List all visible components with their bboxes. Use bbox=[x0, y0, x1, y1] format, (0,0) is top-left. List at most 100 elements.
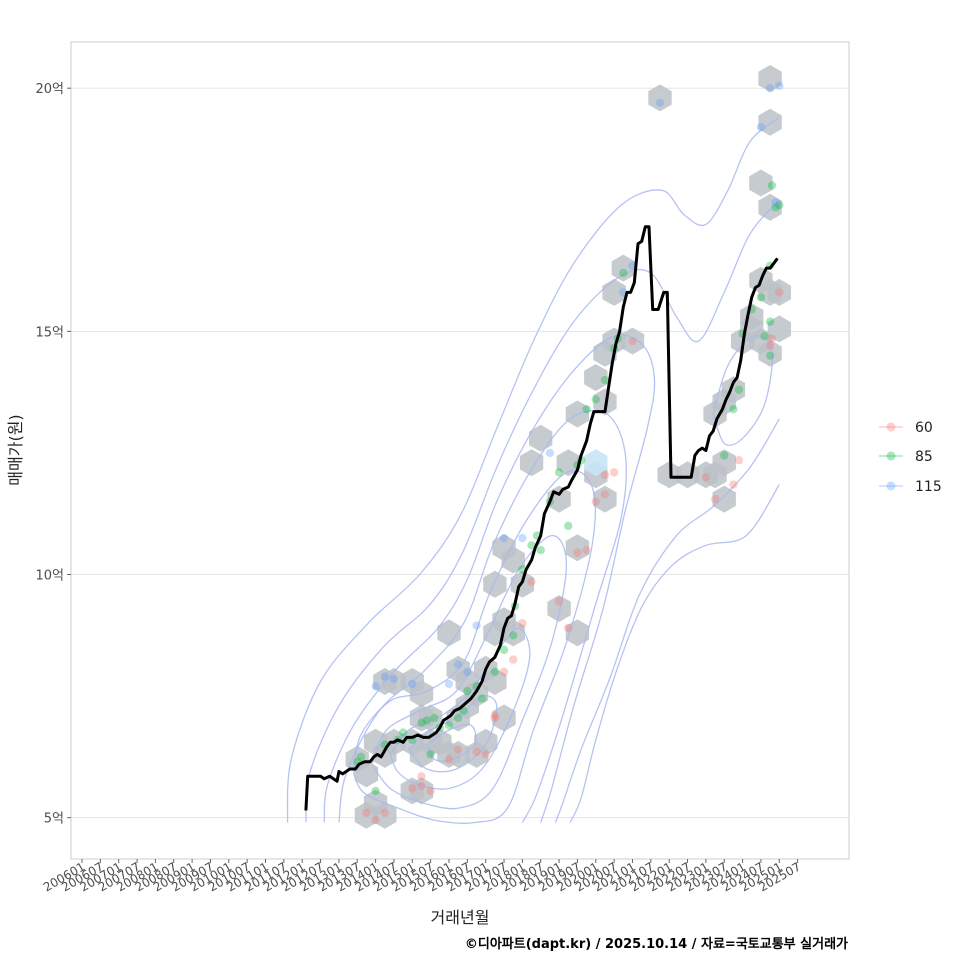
point-85 bbox=[536, 545, 545, 555]
point-85 bbox=[734, 385, 744, 394]
hexbin-cell bbox=[620, 327, 645, 355]
point-85 bbox=[720, 451, 729, 460]
point-85 bbox=[619, 268, 628, 278]
point-60 bbox=[729, 480, 738, 489]
hexbin-cell bbox=[758, 65, 782, 92]
hexbin-cell bbox=[547, 595, 571, 623]
point-85 bbox=[499, 645, 509, 655]
hexbin-cell bbox=[712, 485, 736, 513]
hexbin-cell bbox=[565, 534, 590, 562]
point-85 bbox=[463, 687, 472, 696]
point-85 bbox=[765, 351, 775, 360]
density-contour bbox=[554, 418, 780, 823]
legend-item-85: 85 bbox=[879, 449, 933, 465]
point-60 bbox=[380, 808, 389, 818]
caption: ©디아파트(dapt.kr) / 2025.10.14 / 자료=국토교통부 실… bbox=[465, 936, 848, 952]
point-115 bbox=[380, 672, 389, 681]
plot-panel-border bbox=[70, 41, 850, 860]
point-115 bbox=[371, 682, 380, 691]
hexbin-cell bbox=[354, 760, 379, 788]
point-60 bbox=[554, 597, 564, 606]
x-axis: 2006012006072007012007072008012008072009… bbox=[41, 859, 803, 895]
median-price-line bbox=[304, 225, 779, 811]
point-60 bbox=[609, 468, 619, 477]
point-85 bbox=[490, 667, 500, 676]
hexbin-cell bbox=[501, 546, 525, 574]
point-60 bbox=[767, 334, 777, 343]
point-85 bbox=[591, 395, 600, 404]
gridlines bbox=[71, 87, 849, 819]
point-115 bbox=[756, 122, 766, 132]
point-60 bbox=[701, 473, 711, 482]
legend-label-85: 85 bbox=[915, 449, 933, 465]
point-60 bbox=[444, 755, 454, 764]
point-115 bbox=[518, 533, 527, 543]
point-60 bbox=[499, 667, 509, 676]
point-60 bbox=[582, 545, 591, 555]
legend-item-115: 115 bbox=[879, 479, 942, 495]
hexbin-cell bbox=[437, 619, 461, 647]
hexbin-cell bbox=[519, 449, 544, 477]
legend-key-point-60 bbox=[886, 422, 896, 432]
point-85 bbox=[765, 317, 775, 326]
point-85 bbox=[453, 713, 463, 723]
hexbin-cell bbox=[602, 278, 626, 306]
point-115 bbox=[408, 679, 417, 689]
y-axis: 5억 10억 15억 20억 bbox=[35, 82, 71, 827]
hexbin-cell bbox=[712, 449, 736, 477]
point-85 bbox=[564, 521, 573, 531]
hexbin-cell bbox=[648, 84, 672, 112]
point-115 bbox=[463, 667, 472, 676]
point-60 bbox=[527, 577, 536, 587]
density-contour bbox=[426, 723, 477, 762]
density-contour bbox=[352, 469, 596, 824]
hexbin-cell bbox=[758, 193, 782, 221]
point-115 bbox=[655, 98, 665, 107]
density-contour bbox=[371, 534, 568, 810]
point-60 bbox=[518, 618, 527, 628]
point-115 bbox=[771, 198, 780, 207]
density-contour-layer bbox=[286, 116, 780, 824]
point-60 bbox=[710, 494, 720, 504]
hexbin-cell bbox=[419, 704, 443, 732]
point-85 bbox=[582, 404, 591, 414]
legend: 60 85 115 bbox=[879, 420, 942, 495]
point-85 bbox=[477, 694, 487, 703]
point-85 bbox=[509, 631, 518, 640]
point-60 bbox=[371, 815, 380, 825]
hexbin-cell bbox=[501, 619, 525, 647]
hexbin-cell bbox=[483, 668, 507, 695]
y-tick-label: 15억 bbox=[35, 325, 64, 340]
point-85 bbox=[426, 750, 435, 759]
point-115 bbox=[545, 448, 555, 458]
density-contour bbox=[389, 627, 531, 790]
hexbin-cell bbox=[354, 801, 379, 829]
density-contour bbox=[305, 199, 780, 823]
point-85 bbox=[554, 468, 564, 477]
point-60 bbox=[481, 750, 490, 759]
density-contour bbox=[569, 484, 780, 823]
density-contour bbox=[323, 334, 656, 823]
hexbin-cell bbox=[382, 668, 406, 695]
point-115 bbox=[765, 83, 775, 93]
point-115 bbox=[444, 679, 454, 689]
hexbin-cell bbox=[657, 461, 681, 489]
plot-panel-background bbox=[71, 42, 849, 859]
hexbin-cell bbox=[492, 704, 516, 732]
point-85 bbox=[444, 721, 454, 730]
point-85 bbox=[430, 713, 439, 723]
hexbin-cell bbox=[483, 570, 507, 598]
point-115 bbox=[499, 533, 509, 543]
point-85 bbox=[398, 728, 408, 737]
point-60 bbox=[573, 548, 582, 557]
hexbin-cell bbox=[767, 278, 791, 306]
hexbin-cell bbox=[584, 449, 608, 477]
legend-key-point-115 bbox=[886, 481, 896, 491]
point-85 bbox=[771, 203, 780, 212]
point-85 bbox=[527, 541, 536, 550]
hexbin-cell bbox=[749, 169, 773, 197]
point-60 bbox=[362, 808, 371, 818]
point-60 bbox=[417, 781, 426, 791]
point-60 bbox=[426, 786, 435, 796]
point-85 bbox=[760, 332, 769, 341]
